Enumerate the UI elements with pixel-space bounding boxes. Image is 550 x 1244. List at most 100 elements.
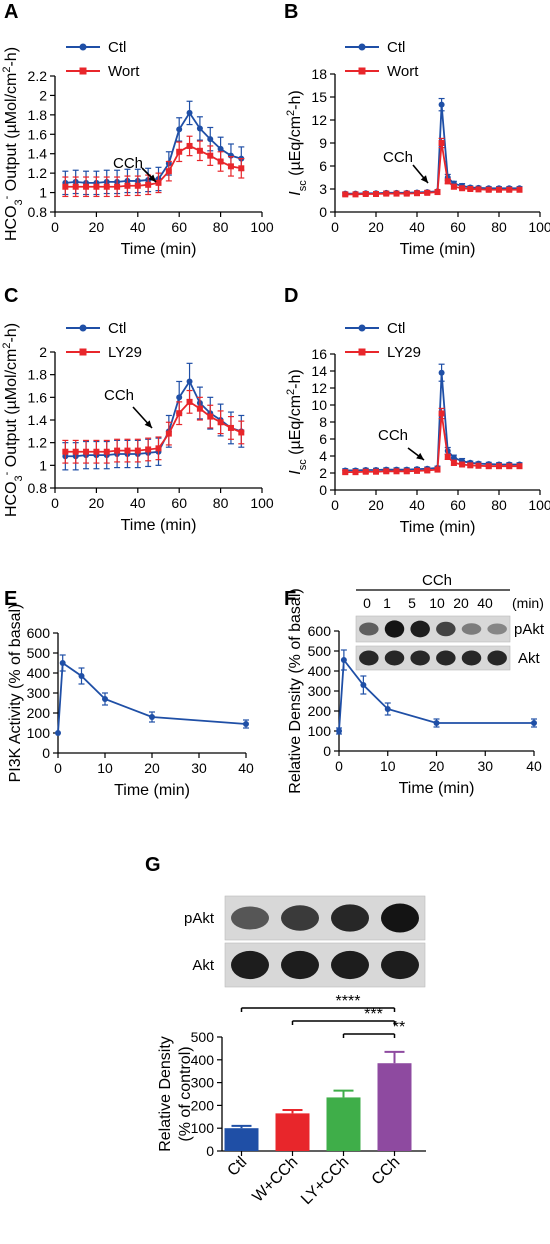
y-tick-label: 12 — [311, 380, 327, 396]
data-point — [134, 447, 141, 454]
panel-label: F — [284, 588, 296, 610]
blot-row-label: Akt — [518, 650, 541, 667]
y-tick-label: 500 — [191, 1029, 215, 1045]
y-axis-label-part: HCO — [3, 205, 20, 241]
data-point — [438, 369, 445, 376]
series-ly29 — [342, 407, 523, 476]
data-point — [444, 178, 451, 185]
data-point — [62, 448, 69, 455]
y-axis-label-part: I — [287, 470, 304, 475]
x-tick-label: 20 — [368, 497, 384, 513]
annotation-cch: CCh — [378, 427, 408, 444]
x-tick-label: 100 — [250, 495, 274, 511]
data-point — [155, 179, 162, 186]
y-tick-label: 10 — [311, 397, 327, 413]
blot-band — [436, 650, 456, 666]
annotation-arrowhead — [420, 175, 428, 183]
data-point — [459, 461, 466, 468]
data-point — [485, 463, 492, 470]
data-point — [196, 147, 203, 154]
x-axis-label: Time (min) — [399, 780, 475, 797]
y-axis-label-part: (µEq/cm — [287, 395, 304, 459]
legend-marker — [79, 67, 87, 75]
data-point — [196, 405, 203, 412]
y-tick-label: 0.8 — [28, 204, 48, 220]
data-point — [373, 468, 379, 475]
series-data — [55, 654, 249, 736]
data-point — [342, 191, 349, 198]
data-point — [485, 186, 492, 193]
blot-lane-label: 40 — [477, 595, 493, 611]
data-point — [336, 728, 342, 734]
panel-label: D — [284, 285, 298, 307]
y-tick-label: 100 — [308, 723, 332, 739]
blot-band — [331, 950, 369, 980]
x-tick-label: 80 — [213, 219, 229, 235]
legend-label: Ctl — [108, 320, 126, 337]
data-point — [103, 448, 110, 455]
x-tick-label: CCh — [369, 1154, 404, 1189]
panel-e: E 0 100 200 300 400 500 600 0 10 20 30 40 Time (min) P… — [4, 588, 254, 799]
legend-label: Wort — [387, 63, 419, 80]
x-tick-label: 30 — [477, 758, 493, 774]
series-line — [345, 104, 520, 195]
x-tick-label: 80 — [213, 495, 229, 511]
blot-band — [436, 621, 456, 637]
y-tick-label: 6 — [319, 431, 327, 447]
data-point — [217, 158, 224, 165]
y-tick-label: 300 — [308, 683, 332, 699]
x-tick-label: 10 — [380, 758, 396, 774]
data-point — [414, 190, 420, 197]
y-tick-label: 1.8 — [28, 367, 48, 383]
data-point — [444, 453, 451, 460]
blot-band — [381, 903, 419, 933]
series-line — [65, 111, 242, 184]
y-tick-label: 8 — [319, 414, 327, 430]
data-point — [124, 447, 131, 454]
x-tick-label: 10 — [97, 760, 113, 776]
series-ctl — [62, 362, 245, 471]
data-point — [459, 185, 466, 192]
y-axis-label: Isc (µEq/cm2-h) — [285, 369, 309, 474]
blot-lane-label: 0 — [363, 595, 371, 611]
legend-marker — [79, 324, 87, 332]
y-tick-label: 0.8 — [28, 480, 48, 496]
blot-band — [384, 650, 405, 666]
panel-f-blot: CCh 0 1 5 10 20 40 (min) pAkt Akt — [355, 572, 545, 671]
blot-band — [231, 950, 269, 980]
legend-marker — [358, 324, 366, 332]
blot-band — [281, 905, 319, 931]
y-tick-label: 1 — [39, 185, 47, 201]
bar — [224, 1128, 259, 1151]
data-point — [360, 682, 367, 688]
data-point — [176, 394, 183, 401]
y-tick-label: 100 — [27, 725, 51, 741]
data-point — [516, 186, 523, 193]
data-point — [467, 186, 474, 192]
data-point — [352, 469, 359, 476]
data-point — [403, 190, 410, 197]
y-axis-label: Relative Density (% of basal) — [287, 588, 304, 793]
x-tick-label: 0 — [51, 495, 59, 511]
data-point — [496, 463, 502, 470]
x-tick-label: LY+CCh — [298, 1154, 352, 1208]
data-point — [93, 448, 100, 455]
series-wort — [342, 137, 523, 198]
blot-row-pakt — [355, 615, 511, 643]
data-point — [424, 467, 431, 474]
blot-band — [461, 650, 482, 666]
y-tick-label: 400 — [27, 665, 51, 681]
legend-label: Ctl — [108, 39, 126, 56]
data-point — [475, 186, 482, 193]
x-axis-label: Time (min) — [121, 517, 197, 534]
data-point — [155, 445, 162, 452]
y-tick-label: 0 — [319, 482, 327, 498]
blot-row-akt — [224, 942, 426, 988]
x-tick-label: 30 — [191, 760, 207, 776]
x-tick-label: 0 — [331, 219, 339, 235]
blot-band — [359, 650, 379, 666]
bar — [275, 1113, 310, 1151]
blot-row-pakt — [224, 895, 426, 941]
y-axis-label-part: 2 — [285, 110, 297, 116]
blot-row-label: pAkt — [514, 621, 545, 638]
